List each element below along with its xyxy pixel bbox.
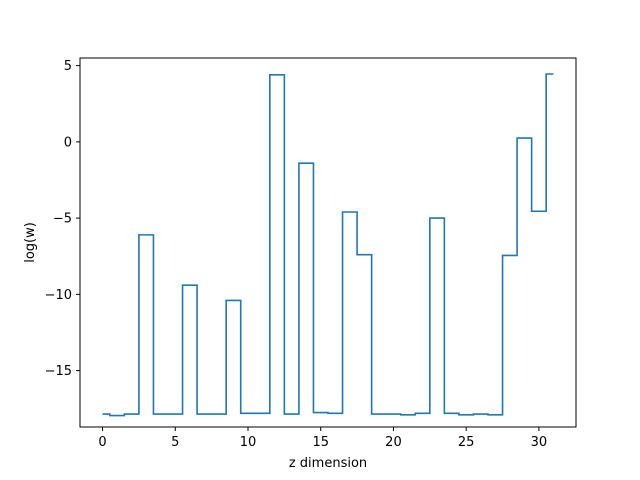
- y-tick-label: −5: [53, 212, 72, 227]
- x-tick-label: 30: [531, 435, 548, 450]
- x-tick-label: 5: [171, 435, 179, 450]
- series-layer: [102, 73, 554, 417]
- x-tick-label: 15: [312, 435, 329, 450]
- y-tick-label: −10: [45, 288, 72, 303]
- y-tick-label: 5: [64, 59, 72, 74]
- series-line: [102, 73, 554, 417]
- y-tick-label: −15: [45, 364, 72, 379]
- x-axis-label: z dimension: [289, 456, 367, 471]
- x-tick-label: 20: [385, 435, 402, 450]
- x-tick-label: 10: [240, 435, 257, 450]
- y-axis: 5 0 −5 −10 −15: [45, 59, 80, 379]
- x-axis: 0 5 10 15 20 25 30: [98, 427, 547, 450]
- axes-frame: [79, 57, 577, 428]
- y-axis-label: log(w): [23, 222, 38, 263]
- x-tick-label: 0: [98, 435, 106, 450]
- x-tick-label: 25: [458, 435, 475, 450]
- y-tick-label: 0: [64, 135, 72, 150]
